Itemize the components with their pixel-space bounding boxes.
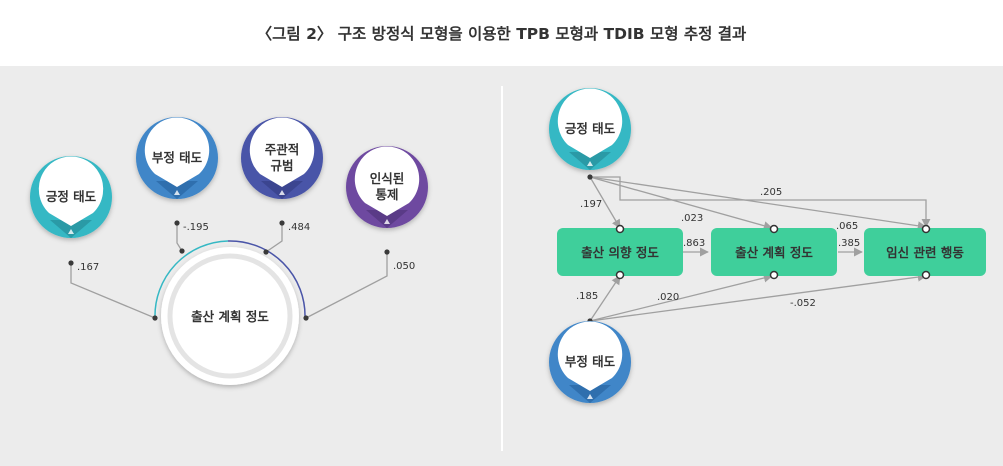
dot xyxy=(263,249,269,255)
path-pos-to-behavior xyxy=(589,176,927,231)
triangle-icon xyxy=(587,394,593,399)
dot xyxy=(615,224,625,234)
node-negative-attitude-right: 부정 태도 xyxy=(549,321,631,403)
dot xyxy=(174,220,180,226)
coef-positive: .167 xyxy=(77,262,99,273)
coef-neg-to-intention: .185 xyxy=(576,291,598,302)
path-line-norm xyxy=(265,223,283,253)
dot xyxy=(179,248,185,254)
path-line-positive xyxy=(70,263,156,319)
dot xyxy=(769,224,779,234)
planning-degree-inner-ring xyxy=(167,253,293,379)
path-pos-to-behavior-top xyxy=(590,176,931,228)
coef-negative: -.195 xyxy=(183,222,209,233)
coef-planning-to-behavior: .385 xyxy=(838,238,860,249)
figure-title: 〈그림 2〉 구조 방정식 모형을 이용한 TPB 모형과 TDIB 모형 추정… xyxy=(256,25,747,43)
path-neg-to-behavior xyxy=(589,272,927,322)
node-label: 부정 태도 xyxy=(565,354,616,369)
dot xyxy=(384,249,390,255)
path-pos-to-planning xyxy=(589,176,773,231)
coef-norm: .484 xyxy=(288,222,310,233)
coef-pos-to-behavior: .205 xyxy=(760,187,782,198)
coef-pos-to-intention: .197 xyxy=(580,199,602,210)
coef-intention-to-planning: .863 xyxy=(683,238,705,249)
triangle-icon xyxy=(174,190,180,195)
node-subjective-norm: 주관적 규범 xyxy=(241,117,323,199)
dot xyxy=(68,260,74,266)
node-perceived-control: 인식된 통제 xyxy=(346,146,428,228)
coef-neg-to-behavior: -.052 xyxy=(790,298,816,309)
node-positive-attitude: 긍정 태도 xyxy=(30,156,112,238)
node-label: 긍정 태도 xyxy=(46,189,97,204)
path-line-negative xyxy=(176,223,183,252)
dot xyxy=(587,174,593,180)
dot xyxy=(303,315,309,321)
node-label-line1: 주관적 xyxy=(265,142,300,157)
triangle-icon xyxy=(587,161,593,166)
node-positive-attitude-right: 긍정 태도 xyxy=(549,88,631,170)
box-pregnancy-behavior xyxy=(864,228,986,276)
dot xyxy=(921,270,931,280)
dot xyxy=(152,315,158,321)
dot xyxy=(615,270,625,280)
path-pos-to-intention xyxy=(589,176,621,229)
path-neg-to-planning xyxy=(589,273,773,322)
diagram-panel: 출산 계획 정도 .167 -.195 .484 .050 긍정 태도 부 xyxy=(0,66,1003,466)
node-label-line1: 인식된 xyxy=(370,171,405,186)
box-planning-degree xyxy=(711,228,837,276)
box-intention-degree xyxy=(557,228,683,276)
triangle-icon xyxy=(68,229,74,234)
path-neg-to-intention xyxy=(589,275,621,322)
node-label: 부정 태도 xyxy=(152,150,203,165)
diagram-svg: 출산 계획 정도 .167 -.195 .484 .050 긍정 태도 부 xyxy=(30,86,986,451)
left-model: 출산 계획 정도 .167 -.195 .484 .050 긍정 태도 부 xyxy=(30,117,428,385)
triangle-icon xyxy=(384,219,390,224)
arc-indigo xyxy=(227,240,306,319)
node-label-line2: 통제 xyxy=(375,187,398,202)
coef-control: .050 xyxy=(393,261,415,272)
triangle-icon xyxy=(279,190,285,195)
dot xyxy=(769,270,779,280)
box-label: 임신 관련 행동 xyxy=(886,245,964,260)
node-negative-attitude: 부정 태도 xyxy=(136,117,218,199)
box-label: 출산 계획 정도 xyxy=(735,245,813,260)
right-model: 출산 의향 정도 출산 계획 정도 임신 관련 행동 .205 .197 .02… xyxy=(549,88,986,403)
path-line-control xyxy=(305,252,388,319)
planning-degree-label: 출산 계획 정도 xyxy=(191,309,269,324)
dot xyxy=(921,224,931,234)
node-label: 긍정 태도 xyxy=(565,121,616,136)
coef-neg-to-planning: .020 xyxy=(657,292,679,303)
coef-pos-to-planning: .023 xyxy=(681,213,703,224)
arc-teal xyxy=(154,240,229,319)
dot xyxy=(279,220,285,226)
box-label: 출산 의향 정도 xyxy=(581,245,659,260)
coef-planning-to-behavior-top: .065 xyxy=(836,221,858,232)
node-label-line2: 규범 xyxy=(270,158,293,173)
